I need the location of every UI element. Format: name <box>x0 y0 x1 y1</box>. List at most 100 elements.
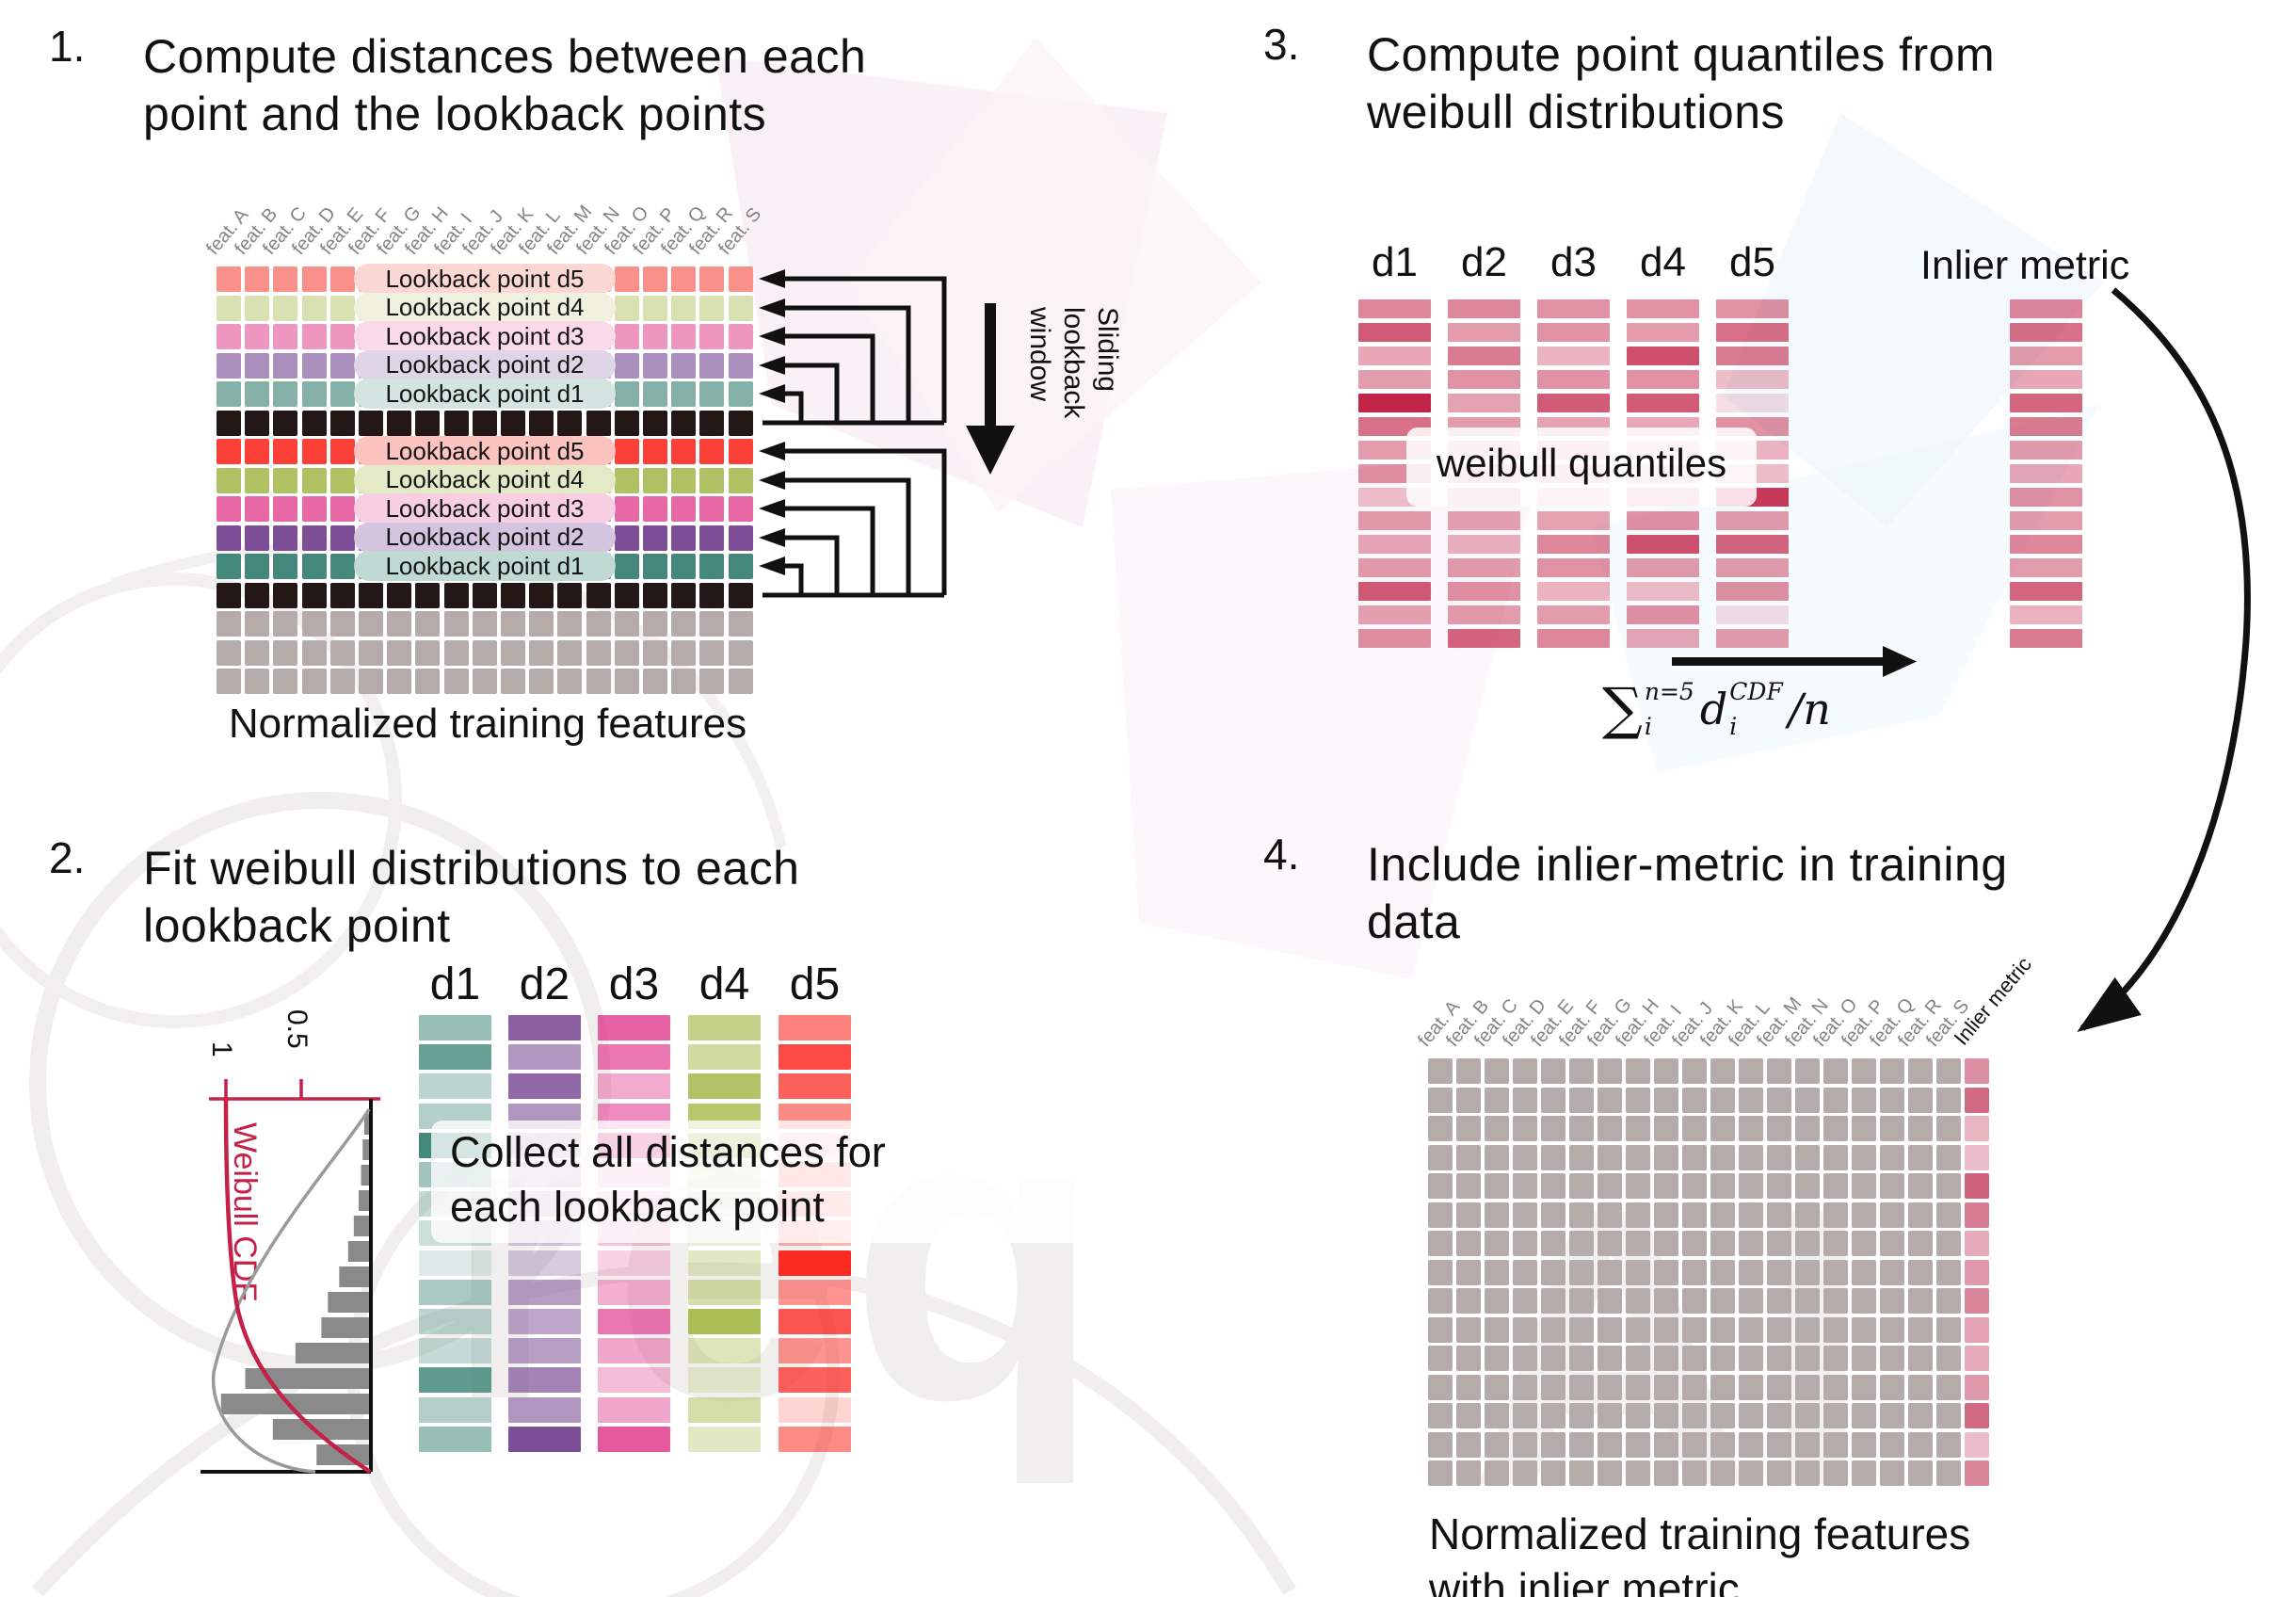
training-cell <box>1767 1231 1791 1256</box>
training-cell <box>1852 1231 1876 1256</box>
feature-cell <box>273 582 298 608</box>
training-cell <box>1880 1144 1904 1170</box>
feature-cell <box>529 639 554 666</box>
training-cell <box>1513 1173 1537 1199</box>
training-cell <box>1428 1231 1453 1256</box>
training-cell <box>1485 1058 1509 1084</box>
training-cell <box>1598 1431 1622 1458</box>
training-cell <box>1767 1288 1791 1314</box>
distance-bar <box>1537 582 1610 601</box>
current-point-row <box>217 410 760 436</box>
distance-bar <box>779 1426 851 1452</box>
distance-bar <box>1627 323 1699 342</box>
training-cell <box>1710 1116 1735 1141</box>
feature-cell <box>557 639 583 666</box>
feature-cell <box>329 266 355 292</box>
training-cell <box>1626 1374 1650 1400</box>
feature-cell <box>217 467 241 493</box>
feature-cell <box>217 524 241 551</box>
feature-cell <box>359 582 383 608</box>
feature-cell <box>472 669 497 694</box>
lookback-row: Lookback point d1 <box>217 551 760 581</box>
step-4-title-line2: data <box>1367 895 1461 948</box>
inlier-metric-header: Inlier metric <box>1920 243 2130 288</box>
feature-cell <box>387 582 412 608</box>
feature-cell <box>415 410 441 436</box>
feature-cell <box>728 352 753 379</box>
feature-cell <box>671 496 697 522</box>
inlier-metric-cell <box>1965 1058 1989 1084</box>
feature-cell <box>728 410 753 436</box>
training-cell <box>1852 1259 1876 1285</box>
training-cell <box>1569 1316 1594 1343</box>
distance-bar <box>779 1309 851 1334</box>
training-cell <box>1852 1316 1876 1343</box>
feature-cell <box>643 324 667 349</box>
distance-bar <box>508 1338 581 1364</box>
step-3-number: 3. <box>1263 20 1300 69</box>
training-cell <box>1852 1173 1876 1199</box>
feature-cell <box>614 524 639 551</box>
formula-sum-symbol: ∑ <box>1602 676 1643 742</box>
training-cell <box>1739 1058 1763 1084</box>
training-cell <box>1880 1403 1904 1428</box>
training-cell <box>1710 1403 1735 1428</box>
training-cell <box>1428 1259 1453 1285</box>
distance-bar <box>419 1367 491 1394</box>
distance-bar <box>598 1073 670 1100</box>
training-cell <box>1682 1087 1707 1113</box>
feature-cell <box>359 639 383 666</box>
lookback-row: Lookback point d2 <box>217 349 760 380</box>
distance-bar <box>598 1250 670 1276</box>
lookback-row-label: Lookback point d1 <box>354 551 616 581</box>
inlier-metric-cell <box>1965 1231 1989 1256</box>
training-cell <box>1795 1202 1820 1228</box>
inlier-metric-cell <box>1965 1202 1989 1228</box>
training-cell <box>1710 1316 1735 1343</box>
training-cell <box>1598 1116 1622 1141</box>
training-cell <box>1908 1173 1933 1199</box>
step-4-number: 4. <box>1263 830 1300 879</box>
feature-cell <box>728 381 753 407</box>
training-cell <box>1682 1144 1707 1170</box>
inlier-metric-bar <box>2010 582 2082 601</box>
training-cell <box>1569 1202 1594 1228</box>
feature-cell <box>529 582 554 608</box>
training-cell <box>1456 1116 1481 1141</box>
feature-cell <box>728 582 753 608</box>
training-cell <box>1710 1288 1735 1314</box>
training-cell <box>1823 1202 1848 1228</box>
training-cell <box>1598 1087 1622 1113</box>
feature-cell <box>586 611 611 637</box>
distance-bar <box>508 1015 581 1040</box>
panel2-overlay-line2: each lookback point <box>450 1183 825 1231</box>
training-cell <box>1626 1231 1650 1256</box>
feature-cell <box>245 554 270 579</box>
training-cell <box>1739 1288 1763 1314</box>
training-cell <box>1513 1087 1537 1113</box>
formula-var-sub: i <box>1729 713 1738 740</box>
training-cell <box>1513 1374 1537 1400</box>
feature-cell <box>273 266 298 292</box>
training-cell <box>1739 1173 1763 1199</box>
training-cell <box>1852 1058 1876 1084</box>
feature-cell <box>273 439 298 464</box>
training-cell <box>1823 1403 1848 1428</box>
training-cell <box>1513 1144 1537 1170</box>
feature-cell <box>699 554 725 579</box>
training-cell <box>1710 1058 1735 1084</box>
feature-cell <box>301 324 327 349</box>
training-cell <box>1795 1058 1820 1084</box>
training-cell <box>1541 1431 1565 1458</box>
feature-cell <box>217 554 241 579</box>
feature-cell <box>329 582 355 608</box>
inlier-metric-cell <box>1965 1259 1989 1285</box>
feature-cell <box>643 467 667 493</box>
feature-cell <box>415 611 441 637</box>
training-cell <box>1710 1173 1735 1199</box>
feature-cell <box>699 439 725 464</box>
training-cell <box>1739 1116 1763 1141</box>
training-cell <box>1654 1259 1678 1285</box>
sliding-lookback-window-label: Sliding lookback window <box>1022 307 1124 495</box>
feature-cell <box>728 295 753 321</box>
